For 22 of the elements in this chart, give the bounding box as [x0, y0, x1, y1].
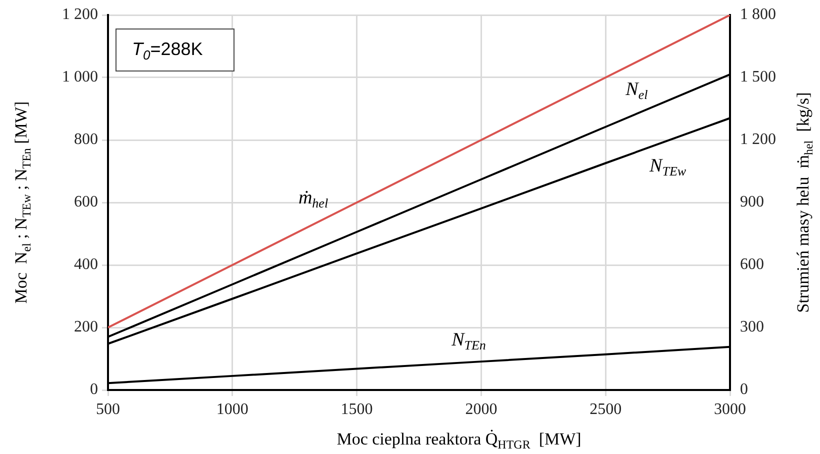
y2-tick-label: 600 [740, 256, 764, 274]
y2-tick-label: 1 500 [740, 68, 776, 86]
y2-tick-label: 0 [740, 381, 748, 398]
y2-tick-label: 900 [740, 194, 764, 211]
y2-tick-label: 1 200 [740, 131, 776, 148]
x-tick-label: 1500 [340, 400, 373, 418]
y-tick-label: 1 000 [62, 68, 98, 86]
y2-tick-label: 300 [740, 318, 764, 336]
y-tick-label: 800 [74, 131, 98, 148]
y-axis-title: Moc Nel ; NTEw ; NTEn [MW] [11, 101, 34, 304]
y-tick-label: 600 [74, 194, 98, 211]
y2-axis-title: Strumień masy helu ṁhel [kg/s] [793, 92, 816, 313]
x-tick-label: 2000 [465, 400, 498, 418]
x-tick-label: 500 [96, 400, 120, 418]
x-tick-label: 1000 [216, 400, 248, 418]
y-tick-label: 1 200 [62, 6, 98, 24]
y2-tick-label: 1 800 [740, 6, 776, 24]
x-tick-label: 3000 [714, 400, 746, 418]
y-tick-label: 0 [90, 381, 98, 398]
y-tick-label: 200 [74, 318, 98, 336]
y-tick-label: 400 [74, 256, 98, 274]
x-tick-label: 2500 [590, 400, 622, 418]
